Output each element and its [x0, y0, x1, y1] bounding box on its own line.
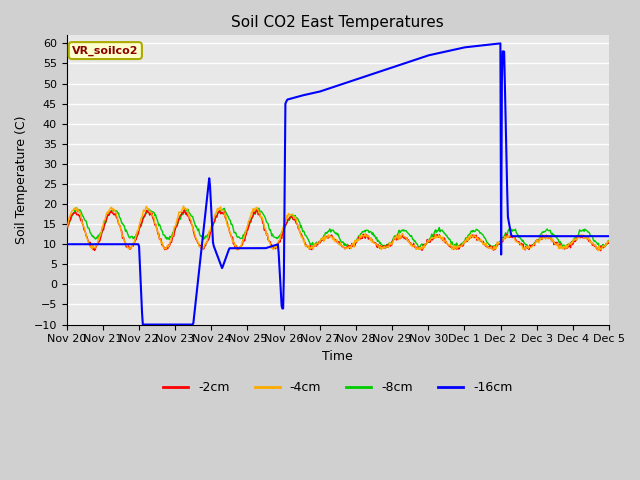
Legend: -2cm, -4cm, -8cm, -16cm: -2cm, -4cm, -8cm, -16cm [158, 376, 517, 399]
Text: VR_soilco2: VR_soilco2 [72, 46, 139, 56]
Y-axis label: Soil Temperature (C): Soil Temperature (C) [15, 116, 28, 244]
Title: Soil CO2 East Temperatures: Soil CO2 East Temperatures [232, 15, 444, 30]
X-axis label: Time: Time [323, 350, 353, 363]
